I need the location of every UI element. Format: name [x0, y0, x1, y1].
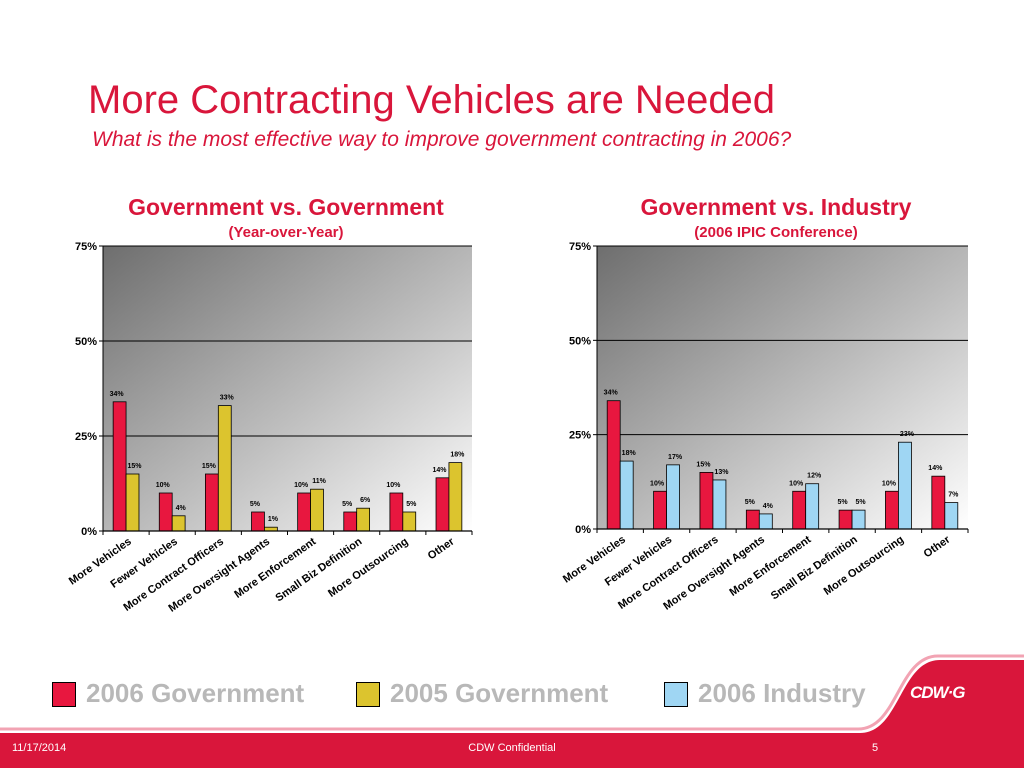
bar-value-label: 5% — [838, 499, 849, 506]
y-tick-label: 25% — [75, 431, 97, 443]
slide-title: More Contracting Vehicles are Needed — [88, 78, 776, 122]
y-tick-label: 75% — [75, 241, 97, 253]
bar-value-label: 5% — [406, 501, 417, 508]
legend-label: 2005 Government — [390, 678, 609, 708]
bar-value-label: 15% — [128, 463, 143, 470]
legend-label: 2006 Industry — [698, 678, 866, 708]
bar-value-label: 10% — [386, 482, 401, 489]
bar-value-label: 10% — [650, 480, 665, 487]
bar-value-label: 4% — [176, 505, 187, 512]
bar-value-label: 34% — [604, 390, 619, 397]
bar-value-label: 6% — [360, 497, 371, 504]
bar-value-label: 5% — [855, 499, 866, 506]
bar-value-label: 10% — [882, 480, 897, 487]
plot-area — [103, 246, 472, 531]
bar-value-label: 5% — [342, 501, 353, 508]
y-tick-label: 25% — [569, 430, 591, 442]
y-tick-label: 0% — [81, 526, 97, 538]
bar-value-label: 15% — [696, 461, 711, 468]
legend-swatch — [356, 682, 380, 707]
bar-value-label: 10% — [789, 480, 804, 487]
bar-value-label: 12% — [807, 473, 822, 480]
y-tick-label: 50% — [75, 336, 97, 348]
legend-label: 2006 Government — [86, 678, 305, 708]
charts-canvas: 0%25%50%75%34%15%More Vehicles10%4%Fewer… — [67, 241, 969, 615]
legend-swatch — [52, 682, 76, 707]
cdwg-logo: CDW·G — [910, 683, 965, 702]
bar-value-label: 10% — [156, 482, 171, 489]
footer-confidential: CDW Confidential — [468, 742, 556, 754]
bar-value-label: 33% — [220, 395, 235, 402]
bar-value-label: 1% — [268, 516, 279, 523]
y-tick-label: 50% — [569, 335, 591, 347]
slide-subtitle: What is the most effective way to improv… — [92, 128, 792, 151]
footer-page-number: 5 — [872, 742, 879, 754]
left-chart-subtitle: (Year-over-Year) — [228, 224, 344, 241]
bar-value-label: 18% — [450, 452, 465, 459]
bar-value-label: 5% — [745, 499, 756, 506]
y-tick-label: 0% — [575, 524, 591, 536]
bar-value-label: 10% — [294, 482, 309, 489]
bar-value-label: 4% — [763, 503, 774, 510]
right-chart-title: Government vs. Industry — [640, 194, 912, 220]
bar-value-label: 34% — [110, 391, 125, 398]
bar-value-label: 11% — [312, 478, 326, 485]
y-tick-label: 75% — [569, 241, 591, 253]
footer-date: 11/17/2014 — [12, 742, 67, 754]
bar-value-label: 15% — [202, 463, 217, 470]
bar-value-label: 5% — [250, 501, 261, 508]
bar-value-label: 14% — [432, 467, 447, 474]
left-chart-title: Government vs. Government — [128, 194, 444, 220]
bar-value-label: 7% — [948, 492, 959, 499]
legend-swatch — [664, 682, 688, 707]
right-chart-subtitle: (2006 IPIC Conference) — [694, 224, 858, 241]
bar-value-label: 17% — [668, 454, 683, 461]
bar-value-label: 23% — [900, 431, 915, 438]
bar-value-label: 18% — [622, 450, 637, 457]
bar-value-label: 13% — [714, 469, 729, 476]
bar-value-label: 14% — [928, 465, 943, 472]
